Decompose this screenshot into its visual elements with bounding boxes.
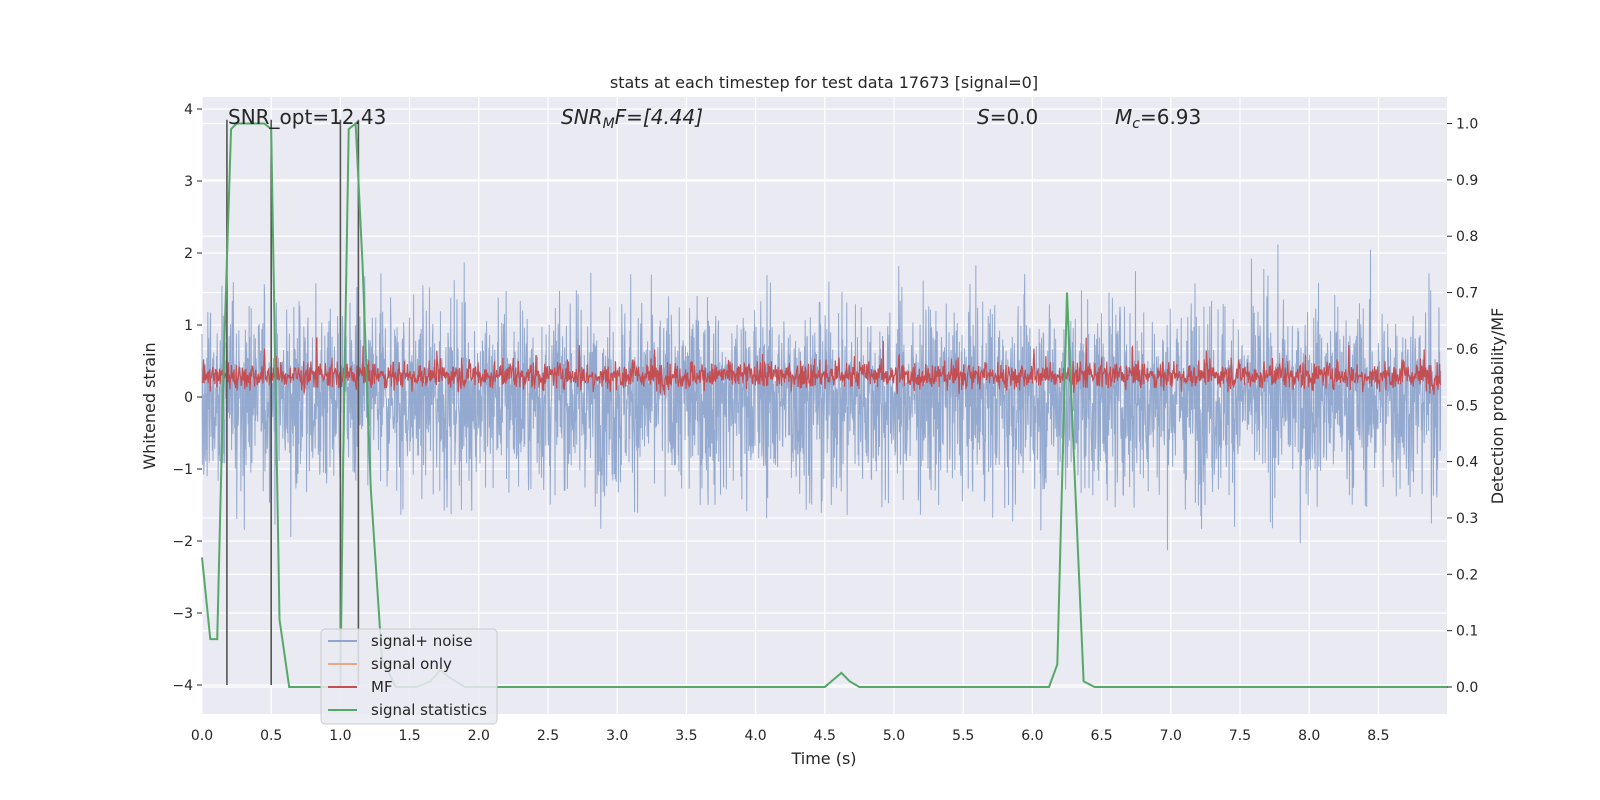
y-right-tick-label: 0.9: [1456, 173, 1478, 189]
x-tick-label: 4.5: [814, 728, 836, 744]
x-tick-label: 2.5: [537, 728, 559, 744]
y-ticks-right: 0.0 0.1 0.2 0.3 0.4 0.5 0.6 0.7 0.8 0.9 1.0: [1447, 117, 1478, 696]
annotation-snr-opt: SNR_opt=12.43: [228, 105, 386, 129]
y-right-tick-label: 0.4: [1456, 455, 1478, 471]
y-right-tick-label: 0.3: [1456, 511, 1478, 527]
annotation-snr-mf-rest: F=[4.44]: [615, 105, 703, 129]
y-tick-label: 4: [184, 102, 193, 118]
x-ticks: 0.0 0.5 1.0 1.5 2.0 2.5 3.0 3.5 4.0 4.5 5.0 5.5 6.0 6…: [191, 728, 1390, 744]
y-ticks-left: −4 −3 −2 −1 0 1 2 3 4: [172, 102, 202, 694]
y-tick-label: −1: [172, 462, 193, 478]
y-tick-label: 0: [184, 390, 193, 406]
legend-label-mf: MF: [371, 678, 393, 696]
chart-title: stats at each timestep for test data 176…: [610, 73, 1038, 92]
legend-box: [320, 628, 498, 725]
x-tick-label: 1.5: [398, 728, 420, 744]
x-tick-label: 0.5: [260, 728, 282, 744]
y-tick-label: 2: [184, 246, 193, 262]
legend: signal+ noise signal only MF signal stat…: [320, 628, 498, 725]
x-axis-label: Time (s): [790, 749, 856, 768]
x-tick-label: 5.0: [883, 728, 905, 744]
mf-line: [201, 337, 1442, 395]
vertical-markers: [226, 119, 360, 685]
y-right-tick-label: 0.5: [1456, 398, 1478, 414]
x-tick-label: 7.0: [1160, 728, 1182, 744]
x-tick-label: 3.0: [606, 728, 628, 744]
y-axis-label: Whitened strain: [140, 342, 159, 469]
x-tick-label: 4.0: [744, 728, 766, 744]
signal-noise-line: [201, 244, 1442, 551]
y-tick-label: −2: [172, 534, 193, 550]
y-right-tick-label: 0.2: [1456, 567, 1478, 583]
x-tick-label: 3.5: [675, 728, 697, 744]
annotation-mc-sub: c: [1132, 116, 1140, 132]
signal-noise-series: [201, 244, 1442, 551]
y-right-tick-label: 0.1: [1456, 624, 1478, 640]
y-right-tick-label: 0.7: [1456, 286, 1478, 302]
x-tick-label: 1.0: [329, 728, 351, 744]
annotation-s: S=0.0: [977, 105, 1038, 129]
annotation-snr-mf: SNRMF=[4.44]: [561, 105, 703, 132]
legend-label-signal-statistics: signal statistics: [371, 701, 487, 719]
annotation-s-base: S: [977, 105, 990, 129]
x-tick-label: 6.5: [1090, 728, 1112, 744]
y-axis-label-right: Detection probability/MF: [1488, 308, 1507, 505]
y-right-tick-label: 1.0: [1456, 117, 1478, 133]
annotation-mc-rest: =6.93: [1140, 105, 1201, 129]
annotation-snr-mf-sub: M: [603, 116, 615, 132]
mf-series: [201, 337, 1442, 395]
x-tick-label: 5.5: [952, 728, 974, 744]
y-right-tick-label: 0.8: [1456, 229, 1478, 245]
legend-label-signal-only: signal only: [371, 655, 452, 673]
x-tick-label: 8.0: [1298, 728, 1320, 744]
x-tick-label: 2.0: [468, 728, 490, 744]
annotation-s-rest: =0.0: [990, 105, 1039, 129]
y-tick-label: 1: [184, 318, 193, 334]
x-tick-label: 0.0: [191, 728, 213, 744]
x-tick-label: 7.5: [1229, 728, 1251, 744]
y-right-tick-label: 0.0: [1456, 680, 1478, 696]
y-tick-label: −3: [172, 606, 193, 622]
x-tick-label: 6.0: [1021, 728, 1043, 744]
x-tick-label: 8.5: [1367, 728, 1389, 744]
annotation-snr-mf-base: SNR: [561, 105, 603, 129]
y-tick-label: 3: [184, 174, 193, 190]
annotation-mc: Mc=6.93: [1115, 105, 1201, 132]
annotation-mc-base: M: [1115, 105, 1132, 129]
y-right-tick-label: 0.6: [1456, 342, 1478, 358]
legend-label-signal-noise: signal+ noise: [371, 632, 473, 650]
y-tick-label: −4: [172, 678, 193, 694]
